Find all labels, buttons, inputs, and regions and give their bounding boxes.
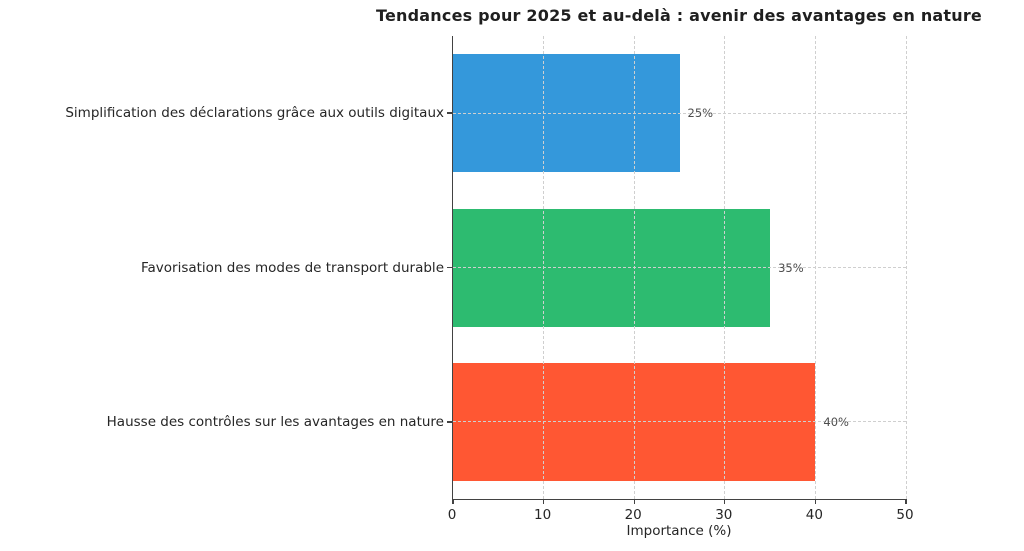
x-tick-label: 40 [805,507,823,523]
value-label-1: 25% [687,106,714,121]
chart-title: Tendances pour 2025 et au-delà : avenir … [376,6,982,25]
x-tick-label: 20 [624,507,642,523]
y-gridline [453,112,906,114]
y-tick-mark [446,266,452,269]
plot-area: 25% 35% 40% [446,36,907,504]
x-tick-label: 30 [715,507,733,523]
value-label-3: 40% [823,414,849,429]
x-tick-label: 10 [534,507,552,523]
x-gridline [905,36,907,499]
x-tick-mark [814,499,817,504]
x-tick-mark [452,499,454,504]
category-label-2: Favorisation des modes de transport dura… [140,259,444,276]
value-label-2: 35% [778,260,804,275]
category-label-3: Hausse des contrôles sur les avantages e… [106,413,444,430]
x-tick-label: 0 [447,507,457,523]
y-tick-mark [446,112,452,114]
x-tick-mark [905,499,907,504]
x-axis-label: Importance (%) [626,523,732,539]
y-gridline [453,421,906,423]
x-tick-mark [724,499,726,504]
category-label-1: Simplification des déclarations grâce au… [65,105,444,122]
x-tick-label: 50 [896,507,914,523]
y-tick-mark [446,421,452,423]
x-tick-mark [633,499,635,504]
x-tick-mark [542,499,545,504]
y-gridline [453,267,906,268]
